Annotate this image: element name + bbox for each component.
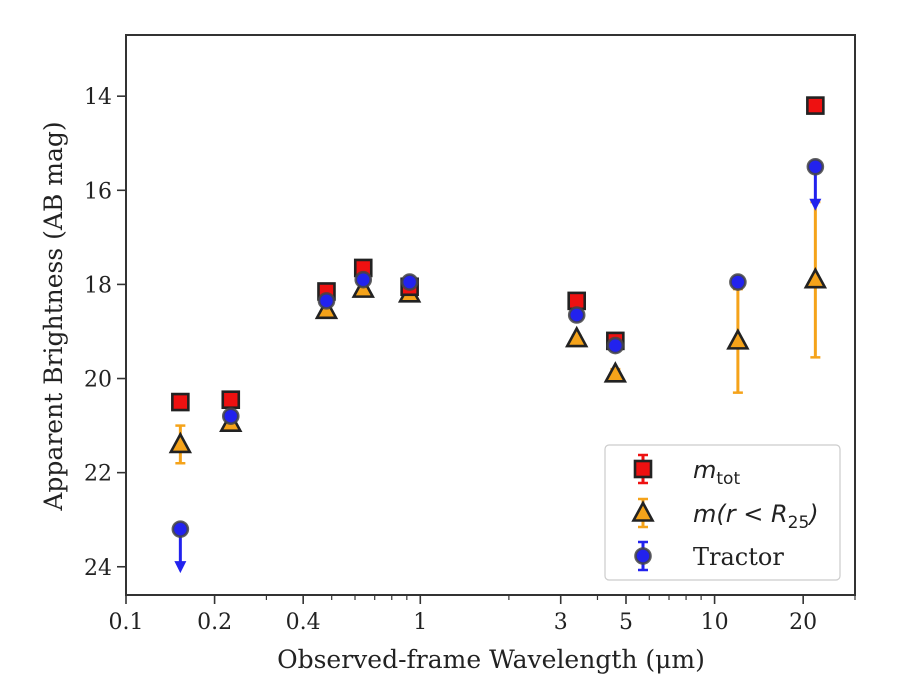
upper-limit-arrowhead: [809, 198, 822, 211]
legend-entry: m(r < R25): [631, 497, 819, 533]
data-point-circle: [729, 273, 747, 291]
data-point-triangle: [168, 431, 193, 454]
legend-marker-triangle: [631, 500, 655, 522]
data-point-circle: [400, 273, 419, 291]
legend-label: Tractor: [693, 543, 784, 571]
x-tick-label: 1: [413, 610, 427, 635]
legend-marker-square: [633, 459, 653, 479]
data-point-square: [171, 392, 190, 412]
legend-label: mtot: [693, 456, 740, 489]
x-tick-label: 0.2: [197, 610, 232, 635]
legend-label: m(r < R25): [693, 500, 819, 533]
y-tick-label: 18: [84, 273, 112, 298]
y-tick-label: 16: [84, 179, 112, 204]
data-point-circle: [567, 306, 586, 324]
y-tick-label: 22: [84, 462, 112, 487]
data-layer: [168, 96, 828, 574]
data-point-circle: [317, 292, 336, 310]
upper-limit-arrowhead: [174, 561, 187, 574]
legend-entry: mtot: [633, 453, 740, 489]
legend-entry: Tractor: [634, 540, 784, 572]
x-tick-label: 5: [619, 610, 633, 635]
x-tick-label: 20: [789, 610, 817, 635]
x-axis: 0.1 0.2 0.4 1 3 5 10 20: [109, 595, 856, 635]
y-tick-label: 24: [84, 556, 112, 581]
y-tick-label: 14: [84, 85, 112, 110]
legend-box: [604, 444, 841, 581]
series-circle: [171, 157, 825, 574]
data-point-triangle: [603, 361, 628, 383]
x-tick-label: 3: [554, 610, 568, 635]
y-tick-label: 20: [84, 368, 112, 393]
x-tick-label: 0.1: [109, 610, 144, 635]
data-point-square: [806, 96, 825, 115]
data-point-circle: [171, 520, 190, 538]
legend: mtot m(r < R25) Tractor: [604, 444, 841, 581]
x-axis-title: Observed-frame Wavelength (μm): [277, 645, 705, 674]
data-point-triangle: [803, 266, 828, 289]
data-point-circle: [806, 157, 825, 176]
data-point-circle: [221, 407, 240, 425]
data-point-triangle: [565, 325, 589, 348]
data-point-square: [221, 390, 241, 410]
x-tick-label: 0.4: [286, 610, 321, 635]
data-point-circle: [354, 270, 373, 289]
data-point-triangle: [726, 328, 750, 350]
x-tick-label: 10: [701, 610, 729, 635]
legend-marker-circle: [634, 547, 652, 565]
data-point-circle: [606, 336, 625, 355]
y-axis: 14 16 18 20 22 24: [84, 85, 126, 581]
y-axis-title: Apparent Brightness (AB mag): [39, 121, 68, 511]
